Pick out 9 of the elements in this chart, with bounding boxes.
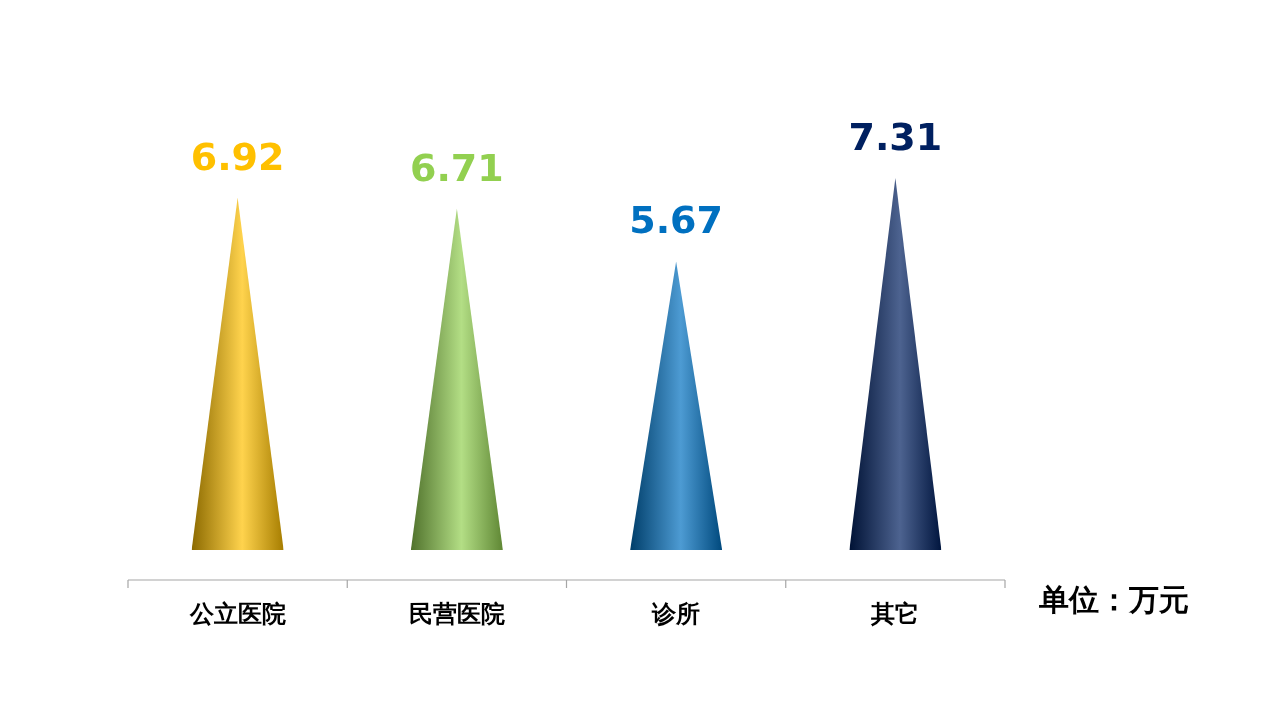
data-label: 7.31	[848, 115, 943, 159]
data-label: 5.67	[629, 198, 724, 243]
data-label: 6.71	[409, 145, 504, 190]
data-label: 6.92	[190, 134, 285, 179]
x-tick-label: 诊所	[651, 600, 701, 628]
x-tick-label: 民营医院	[408, 600, 505, 628]
text: 单位：万元	[1038, 582, 1189, 617]
x-tick-label: 公立医院	[188, 600, 286, 628]
x-tick-label: 其它	[870, 600, 920, 628]
